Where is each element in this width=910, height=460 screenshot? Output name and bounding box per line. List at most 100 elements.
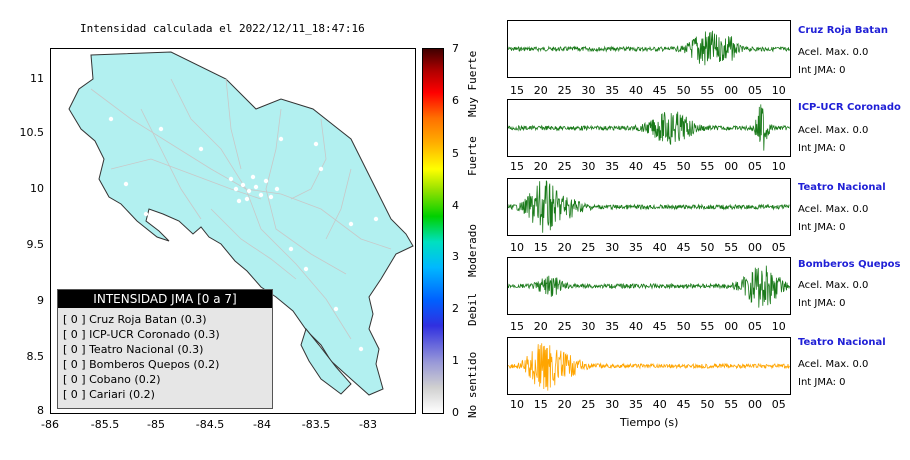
time-tick: 40 [652, 241, 667, 254]
waveform-line [508, 180, 790, 233]
time-tick: 45 [652, 320, 667, 333]
time-tick: 40 [652, 398, 667, 411]
time-tick: 30 [605, 398, 620, 411]
time-tick: 40 [629, 320, 643, 333]
x-tick: -85 [147, 418, 165, 431]
station-jma: Int JMA: 0 [798, 143, 846, 154]
time-tick: 00 [748, 241, 762, 254]
time-tick: 35 [629, 241, 643, 254]
y-tick: 10 [30, 182, 44, 195]
legend-row: [ 0 ] ICP-UCR Coronado (0.3) [63, 328, 220, 341]
time-tick: 20 [533, 320, 548, 333]
road-network [90, 78, 392, 340]
x-tick: -84 [253, 418, 271, 431]
time-tick-row: 15 20 25 30 35 40 45 50 55 00 05 10 [507, 84, 797, 98]
time-tick-row: 10 15 20 25 30 35 40 45 50 55 00 05 [507, 241, 797, 255]
time-tick: 30 [581, 160, 596, 173]
station-jma: Int JMA: 0 [798, 222, 846, 233]
time-tick: 20 [533, 84, 548, 97]
legend-row: [ 0 ] Bomberos Quepos (0.2) [63, 358, 220, 371]
station-name: Cruz Roja Batan [798, 25, 888, 36]
osa-peninsula [300, 327, 352, 395]
time-tick: 50 [676, 160, 691, 173]
time-tick: 15 [510, 320, 524, 333]
legend-row: [ 0 ] Cobano (0.2) [63, 373, 161, 386]
time-tick: 35 [605, 84, 620, 97]
time-tick: 35 [605, 320, 620, 333]
station-acel: Acel. Max. 0.0 [798, 280, 869, 291]
seismogram-trace [508, 104, 790, 151]
colorbar-tick: 7 [452, 42, 459, 55]
time-tick: 05 [771, 241, 786, 254]
time-tick-row: 10 15 20 25 30 35 40 45 50 55 00 05 [507, 398, 797, 412]
seismogram-panel[interactable] [507, 337, 791, 395]
y-tick: 8 [37, 404, 44, 417]
time-tick: 20 [533, 160, 548, 173]
x-tick: -84.5 [195, 418, 225, 431]
colorbar-label-debil: Debil [466, 292, 479, 326]
time-tick: 05 [748, 84, 762, 97]
seismogram-panel[interactable] [507, 99, 791, 157]
colorbar-label-no-sentido: No sentido [466, 351, 479, 418]
map-title: Intensidad calculada el 2022/12/11_18:47… [80, 22, 365, 35]
station-name: Bomberos Quepos [798, 259, 901, 270]
waveform-line [508, 30, 790, 66]
time-tick: 10 [771, 320, 786, 333]
colorbar-tick: 3 [452, 250, 459, 263]
time-tick: 00 [724, 320, 739, 333]
time-tick: 50 [676, 320, 691, 333]
time-tick: 00 [724, 160, 739, 173]
time-tick: 15 [533, 241, 548, 254]
time-tick: 50 [700, 398, 715, 411]
time-tick: 55 [700, 84, 715, 97]
legend-row: [ 0 ] Teatro Nacional (0.3) [63, 343, 204, 356]
time-tick: 45 [676, 398, 691, 411]
seismogram-panel[interactable] [507, 178, 791, 236]
colorbar-label-moderado: Moderado [466, 224, 479, 277]
colorbar-tick: 5 [452, 147, 459, 160]
time-tick: 20 [557, 398, 572, 411]
time-tick: 40 [629, 160, 643, 173]
seismogram-trace [508, 343, 790, 391]
time-tick: 15 [533, 398, 548, 411]
waveform-line [508, 343, 790, 391]
time-tick: 50 [676, 84, 691, 97]
station-acel: Acel. Max. 0.0 [798, 47, 869, 58]
colorbar-tick: 4 [452, 199, 459, 212]
seismogram-panel[interactable] [507, 257, 791, 315]
colorbar-tick: 2 [452, 302, 459, 315]
time-tick-row: 15 20 25 30 35 40 45 50 55 00 05 10 [507, 160, 797, 174]
legend-row: [ 0 ] Cariari (0.2) [63, 388, 155, 401]
waveform-line [508, 104, 790, 151]
time-tick: 25 [557, 160, 572, 173]
station-name: ICP-UCR Coronado [798, 102, 901, 113]
y-tick: 8.5 [26, 350, 45, 363]
time-tick: 55 [724, 398, 739, 411]
time-tick: 40 [629, 84, 643, 97]
time-tick-row: 15 20 25 30 35 40 45 50 55 00 05 10 [507, 320, 797, 334]
station-markers [108, 116, 379, 352]
legend-row: [ 0 ] Cruz Roja Batan (0.3) [63, 313, 207, 326]
seismogram-panel[interactable] [507, 20, 791, 78]
station-name: Teatro Nacional [798, 337, 886, 348]
y-tick: 10.5 [19, 126, 45, 139]
time-tick: 35 [629, 398, 643, 411]
colorbar-tick: 6 [452, 94, 459, 107]
station-acel: Acel. Max. 0.0 [798, 204, 869, 215]
waveform-line [508, 265, 790, 308]
time-tick: 00 [748, 398, 762, 411]
time-tick: 55 [700, 320, 715, 333]
time-tick: 45 [676, 241, 691, 254]
seismogram-trace [508, 265, 790, 308]
time-tick: 05 [771, 398, 786, 411]
time-tick: 25 [557, 320, 572, 333]
y-tick: 9 [37, 294, 44, 307]
costa-rica-map [68, 51, 414, 396]
time-tick: 10 [510, 241, 524, 254]
time-tick: 25 [557, 84, 572, 97]
x-tick: -83.5 [301, 418, 331, 431]
time-tick: 00 [724, 84, 739, 97]
time-tick: 10 [510, 398, 524, 411]
time-tick: 50 [700, 241, 715, 254]
station-acel: Acel. Max. 0.0 [798, 125, 869, 136]
